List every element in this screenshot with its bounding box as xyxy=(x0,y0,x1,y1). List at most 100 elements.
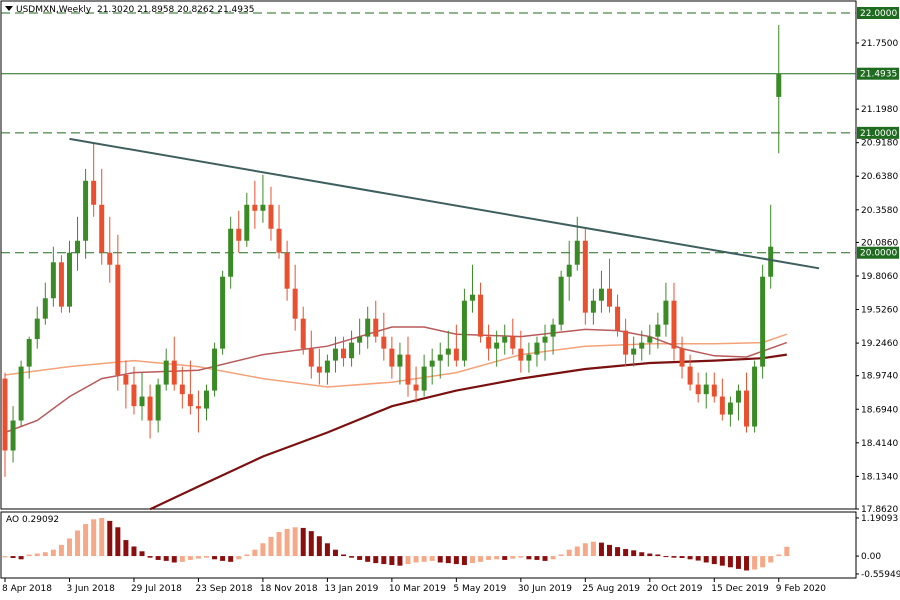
ao-bar xyxy=(703,556,709,563)
x-tick-label: 3 Jun 2018 xyxy=(66,584,115,594)
candle-body xyxy=(2,378,8,451)
candle-body xyxy=(744,390,750,427)
level-label: 21.4935 xyxy=(860,70,897,80)
ao-bar xyxy=(268,536,274,557)
ao-bar xyxy=(461,556,467,566)
ao-bar xyxy=(236,556,242,560)
candle-body xyxy=(469,294,475,301)
candle-body xyxy=(776,74,782,97)
y-tick-label: 20.6380 xyxy=(861,172,898,182)
candle-body xyxy=(655,324,661,337)
ao-bar xyxy=(582,543,588,557)
ao-bar xyxy=(445,556,451,564)
level-label-box xyxy=(857,126,899,139)
candle-body xyxy=(421,366,427,391)
ao-bar xyxy=(381,556,387,565)
ao-bar xyxy=(502,556,508,560)
candle-body xyxy=(228,228,234,277)
candle-body xyxy=(42,298,48,319)
candle-body xyxy=(437,354,443,361)
candle-body xyxy=(752,366,758,427)
y-tick-label: 18.9740 xyxy=(861,372,898,382)
candle-body xyxy=(268,204,274,229)
candle-body xyxy=(695,384,701,395)
ao-bar xyxy=(115,527,121,557)
candle-body xyxy=(308,348,314,367)
ao-bar xyxy=(155,556,161,560)
level-label: 20.0000 xyxy=(860,249,897,259)
ao-bar xyxy=(187,556,193,560)
candle-body xyxy=(486,336,492,349)
ao-bar xyxy=(711,556,717,565)
candle-body xyxy=(50,262,56,299)
y-tick-label: 20.3580 xyxy=(861,206,898,216)
x-tick-label: 8 Apr 2018 xyxy=(2,584,52,594)
ao-bar xyxy=(413,556,419,563)
moving-average-slow xyxy=(149,353,787,511)
candle-body xyxy=(687,366,693,385)
candle-body xyxy=(204,390,209,409)
candle-body xyxy=(10,420,16,451)
ao-bar xyxy=(687,556,693,560)
ao-bar xyxy=(526,556,532,560)
x-tick-label: 9 Feb 2020 xyxy=(776,584,827,594)
ao-bar xyxy=(349,556,355,558)
candle-body xyxy=(83,180,89,241)
candle-body xyxy=(91,180,97,205)
ao-bar xyxy=(478,556,484,562)
ao-bar xyxy=(308,531,314,557)
candle-body xyxy=(574,240,580,265)
ao-bar xyxy=(719,556,725,566)
ao-bar xyxy=(107,520,113,557)
candle-body xyxy=(381,336,387,349)
candle-body xyxy=(324,360,330,373)
candle-body xyxy=(107,252,113,265)
ao-bar xyxy=(58,544,64,557)
ao-bar xyxy=(486,556,492,560)
ao-bar xyxy=(220,556,226,561)
ao-tick-label: -0.55949 xyxy=(861,570,900,580)
ao-bar xyxy=(631,550,637,557)
ao-bar xyxy=(598,542,604,557)
candle-body xyxy=(357,336,363,343)
candle-body xyxy=(598,288,604,301)
candle-body xyxy=(171,360,177,385)
ao-bar xyxy=(510,556,516,559)
ao-bar xyxy=(284,528,290,557)
chart-header: USDMXN,Weekly 21.3020 21.8958 20.8262 21… xyxy=(5,5,254,15)
candle-body xyxy=(131,384,137,407)
candle-body xyxy=(558,276,564,325)
candle-body xyxy=(582,240,588,313)
y-tick-label: 18.4140 xyxy=(861,439,898,449)
ao-bar xyxy=(365,556,371,562)
ao-bar xyxy=(2,556,8,558)
candle-body xyxy=(276,228,282,253)
main-plot-frame xyxy=(0,0,857,510)
candle-body xyxy=(494,342,500,349)
ao-bar xyxy=(727,556,733,568)
ao-bar xyxy=(10,556,16,558)
ao-bar xyxy=(131,546,137,557)
x-tick-label: 20 Oct 2019 xyxy=(647,584,703,594)
x-tick-label: 23 Sep 2018 xyxy=(195,584,252,594)
candle-body xyxy=(518,348,524,361)
ao-bar xyxy=(607,544,612,557)
ao-bar xyxy=(373,556,379,564)
ao-bar xyxy=(679,556,685,558)
symbol-label: USDMXN,Weekly xyxy=(16,5,92,15)
candle-body xyxy=(735,390,741,403)
ohlc-readout: 21.3020 21.8958 20.8262 21.4935 xyxy=(96,5,255,15)
ao-bar xyxy=(66,538,72,557)
candle-body xyxy=(341,348,347,359)
candle-body xyxy=(542,336,548,343)
ao-bar xyxy=(357,556,363,560)
ao-bar xyxy=(558,554,564,557)
candle-body xyxy=(671,300,677,349)
candle-body xyxy=(236,228,242,241)
level-label: 21.0000 xyxy=(860,129,897,139)
ao-bar xyxy=(18,556,24,560)
ao-bar xyxy=(574,546,580,557)
chevron-down-icon[interactable] xyxy=(5,6,13,11)
ao-bar xyxy=(429,556,435,561)
